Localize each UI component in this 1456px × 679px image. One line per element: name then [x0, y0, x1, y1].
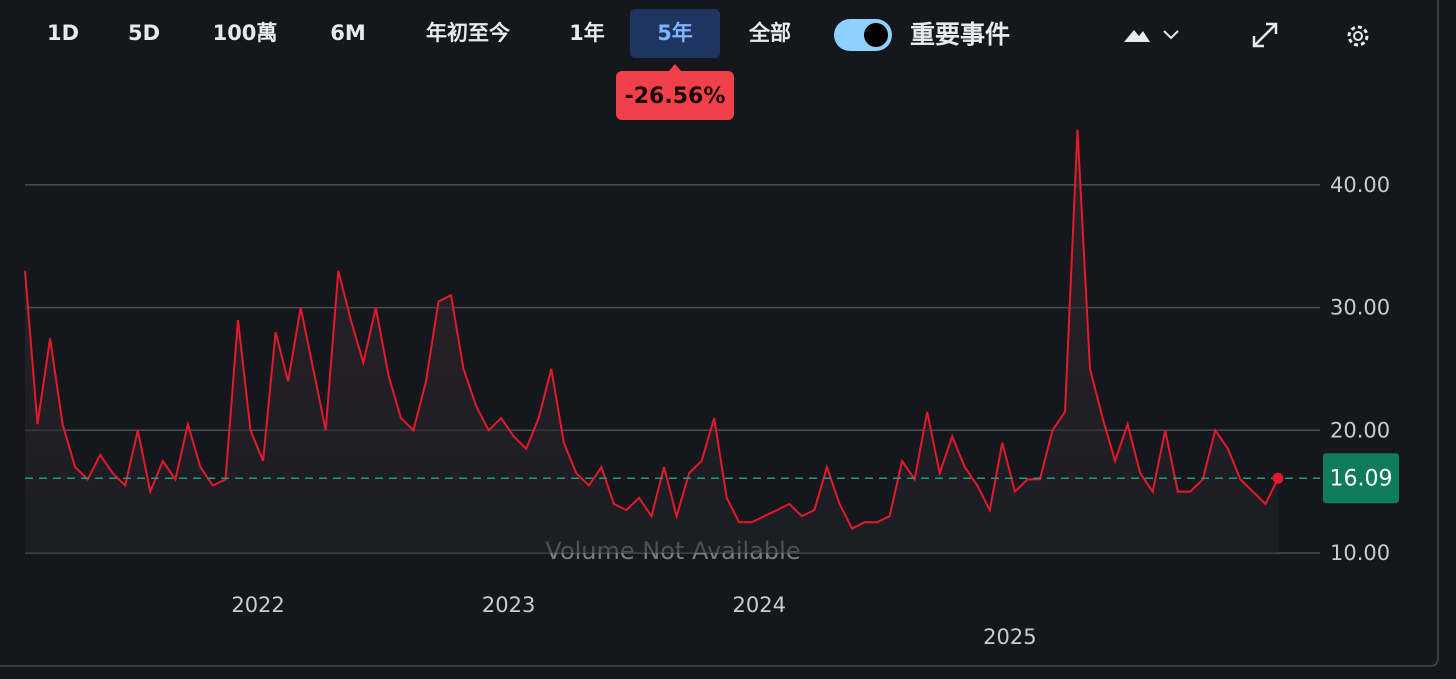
y-tick-label: 20.00 — [1330, 418, 1390, 442]
toggle-knob — [864, 23, 888, 47]
last-point — [1272, 472, 1284, 484]
panel-frame — [0, 0, 1439, 667]
settings-icon[interactable] — [1347, 25, 1369, 47]
y-tick-label: 30.00 — [1330, 296, 1390, 320]
last-price-label: 16.09 — [1330, 466, 1393, 491]
x-tick-label: 2023 — [482, 593, 535, 617]
range-button[interactable]: 100萬 — [213, 21, 278, 45]
area — [25, 129, 1278, 553]
change-label: -26.56% — [625, 84, 726, 109]
range-button[interactable]: 全部 — [748, 21, 791, 45]
change-badge — [616, 71, 734, 120]
selected-range-bg — [630, 9, 720, 58]
x-tick-label: 2024 — [733, 593, 786, 617]
plot: 10.0020.0030.0040.002022202320242025Volu… — [24, 129, 1399, 649]
x-tick-label: 2022 — [231, 593, 284, 617]
range-button[interactable]: 1年 — [569, 21, 605, 45]
range-button[interactable]: 5D — [128, 21, 160, 45]
toolbar: 1D 5D 100萬 6M 年初至今 1年 5年 全部 — [47, 9, 791, 58]
change-pointer — [668, 64, 682, 72]
toggle-label: 重要事件 — [910, 20, 1010, 49]
y-tick-label: 40.00 — [1330, 173, 1390, 197]
price-line — [24, 129, 1279, 530]
range-button[interactable]: 6M — [330, 21, 366, 45]
chart-type-icon[interactable] — [1124, 30, 1150, 42]
last-price-badge — [1323, 453, 1399, 504]
range-button[interactable]: 5年 — [657, 21, 693, 45]
expand-icon[interactable] — [1252, 22, 1278, 48]
range-button[interactable]: 年初至今 — [426, 21, 510, 45]
y-tick-label: 10.00 — [1330, 541, 1390, 565]
x-tick-label: 2025 — [983, 625, 1036, 649]
range-button[interactable]: 1D — [47, 21, 79, 45]
chevron-icon[interactable] — [1163, 30, 1179, 40]
